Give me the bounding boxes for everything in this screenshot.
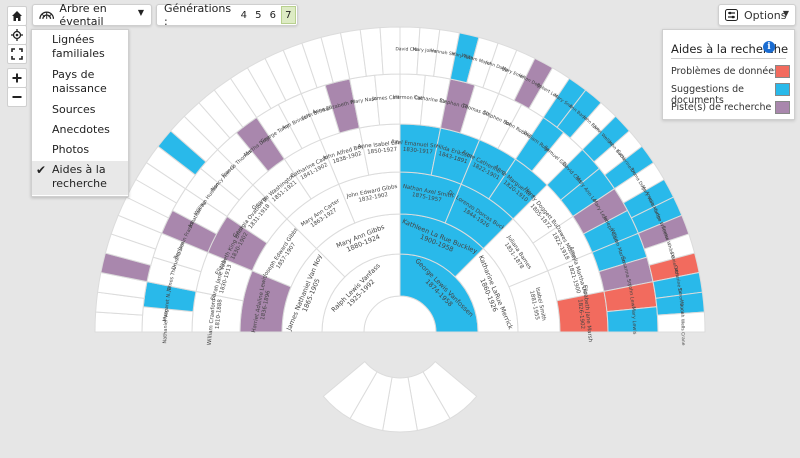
ancestor-label: Mary Nason (351, 95, 381, 105)
options-label: Options (744, 8, 787, 22)
home-button[interactable] (7, 6, 27, 26)
ancestor-label: Anne Isabel Lilley1850-1927 (357, 139, 407, 156)
research-aids-legend: Aides à la recherche i Problèmes de donn… (662, 29, 795, 120)
ancestor-label: Mary Johnson (412, 46, 443, 55)
legend-swatch-research-leads (775, 101, 790, 114)
info-icon[interactable]: i (763, 41, 775, 53)
legend-swatch-data-problems (775, 65, 790, 78)
legend-title: Aides à la recherche (671, 42, 789, 56)
ancestor-label: Axel Emanuel Smith1830-1917 (390, 139, 447, 157)
generations-selector: Générations : 4 5 6 7 (156, 2, 298, 28)
fullscreen-button[interactable] (7, 44, 27, 64)
ancestor-label: John Lewis (626, 283, 636, 311)
caret-down-icon: ▼ (782, 9, 789, 18)
chart-type-label: Arbre en éventail (59, 2, 107, 28)
ancestor-label: Hannah Wells Crane (679, 300, 686, 346)
ancestor-label: Simon Buckley (677, 287, 686, 321)
generation-option-7[interactable]: 7 (280, 6, 296, 24)
zoom-out-icon (12, 96, 22, 98)
locate-button[interactable] (7, 25, 27, 45)
zoom-in-icon (12, 73, 22, 83)
zoom-out-button[interactable] (7, 87, 27, 107)
legend-label-research-leads: Piste(s) de recherche (671, 102, 772, 113)
ancestor-label: Nathaniel Van Noy (162, 297, 170, 344)
ancestor-label: David Crane (395, 46, 423, 53)
legend-label-document-suggestions: Suggestions de documents (671, 84, 744, 106)
generation-option-6[interactable]: 6 (269, 9, 276, 21)
menu-item-photos[interactable]: Photos (52, 143, 90, 156)
generations-label: Générations : (164, 2, 232, 28)
menu-item-lineages[interactable]: Lignées familiales (52, 33, 105, 60)
fan-chart-icon (39, 11, 55, 19)
locate-icon (11, 29, 23, 41)
ancestor-cell[interactable] (656, 311, 706, 333)
view-menu: ✔ Lignées familiales Pays de naissance S… (31, 29, 129, 197)
ancestor-label: Elizabeth Jane Marsh1826-1902 (575, 285, 593, 344)
fullscreen-icon (11, 48, 23, 60)
generation-option-5[interactable]: 5 (255, 9, 262, 21)
legend-swatch-document-suggestions (775, 83, 790, 96)
menu-item-sources[interactable]: Sources (52, 103, 96, 116)
home-icon (12, 11, 22, 21)
ancestor-label: Harmon Carter (393, 94, 431, 102)
menu-item-birth-country[interactable]: Pays de naissance (52, 68, 107, 95)
zoom-in-button[interactable] (7, 68, 27, 88)
ancestor-label: Hannah Smith (430, 48, 463, 59)
options-icon (725, 9, 738, 21)
ancestor-label: Mary Lewis (630, 306, 637, 334)
chart-type-dropdown[interactable]: Arbre en éventail ▼ (32, 2, 152, 28)
legend-label-data-problems: Problèmes de données (671, 66, 780, 77)
ancestor-label: James Carter (371, 94, 406, 102)
menu-item-anecdotes[interactable]: Anecdotes (52, 123, 110, 136)
selected-item-highlight (32, 161, 128, 195)
generation-option-4[interactable]: 4 (240, 9, 248, 21)
ancestor-label: Mary Tuthill (451, 51, 478, 63)
descendant-cell[interactable] (322, 360, 378, 420)
caret-down-icon: ▼ (137, 8, 144, 17)
check-icon: ✔ (36, 163, 47, 177)
legend-divider (671, 58, 786, 59)
options-dropdown[interactable]: Options ▼ (718, 4, 796, 26)
menu-item-research-aids[interactable]: Aides à la recherche (52, 163, 107, 190)
